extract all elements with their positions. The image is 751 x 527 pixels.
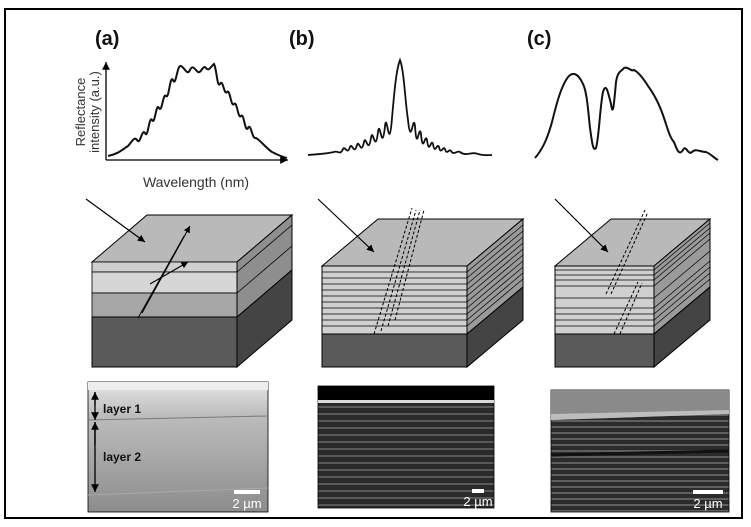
incident-arrow-b — [317, 198, 375, 253]
spectrum-ylabel-line2: intensity (a.u.) — [87, 71, 102, 153]
block-c-substrate — [554, 333, 655, 368]
scale-label-c: 2 µm — [693, 496, 722, 511]
incident-arrow-c — [554, 198, 609, 253]
spectrum-a-curve — [107, 62, 288, 159]
spectrum-ylabel-line1: Reflectance — [73, 78, 88, 147]
layer-1-label: layer 1 — [103, 402, 141, 416]
sem-image-a: layer 1 layer 2 2 µm — [87, 381, 269, 513]
block-b-substrate — [321, 333, 468, 368]
spectrum-a: Reflectance intensity (a.u.) Wavelength … — [73, 62, 288, 190]
incident-arrow-a — [85, 198, 146, 243]
scale-label-a: 2 µm — [232, 496, 261, 511]
spectrum-b-curve — [307, 57, 493, 157]
block-a — [85, 198, 294, 369]
block-b — [317, 198, 525, 369]
spectrum-xlabel: Wavelength (nm) — [143, 174, 249, 190]
sem-image-b: 2 µm — [317, 385, 495, 509]
panel-label-c: (c) — [527, 28, 552, 50]
block-c — [553, 198, 712, 369]
block-a-substrate — [91, 316, 238, 368]
scale-label-b: 2 µm — [463, 494, 492, 509]
spectrum-c-curve — [534, 66, 719, 161]
panel-label-a: (a) — [95, 28, 120, 50]
scale-bar-a — [234, 490, 260, 494]
panel-label-b: (b) — [289, 28, 315, 50]
scale-bar-c — [693, 490, 723, 494]
layer-2-label: layer 2 — [103, 450, 141, 464]
sem-image-c: 2 µm — [550, 389, 730, 513]
scale-bar-b — [472, 489, 484, 493]
